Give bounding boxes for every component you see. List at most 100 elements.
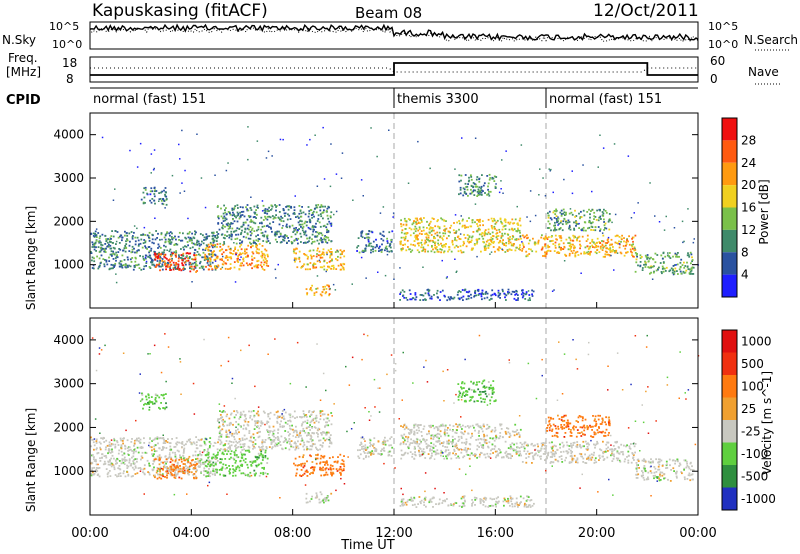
range-gate-cell — [457, 250, 460, 253]
range-gate-cell — [125, 459, 128, 462]
range-gate-cell — [267, 240, 270, 242]
range-gate-cell — [90, 251, 92, 253]
range-gate-cell — [433, 237, 435, 240]
range-gate-cell — [601, 243, 604, 246]
range-gate-cell — [255, 465, 258, 468]
range-gate-cell — [192, 236, 195, 239]
range-gate-cell — [429, 239, 432, 242]
range-gate-cell — [329, 256, 331, 259]
range-gate-cell — [292, 428, 294, 431]
range-gate-cell — [238, 253, 241, 256]
range-gate-cell — [186, 232, 189, 235]
range-gate-cell — [164, 455, 167, 458]
range-gate-cell — [230, 257, 233, 260]
range-gate-cell — [241, 464, 244, 466]
range-gate-cell — [103, 460, 106, 463]
range-gate-cell — [256, 229, 258, 232]
range-gate-cell — [613, 143, 616, 145]
range-gate-cell — [233, 454, 236, 457]
range-gate-cell — [241, 465, 243, 467]
range-gate-cell — [231, 432, 234, 435]
range-gate-cell — [493, 219, 496, 222]
range-gate-cell — [153, 187, 156, 189]
range-gate-cell — [168, 470, 170, 472]
range-gate-cell — [192, 242, 195, 245]
range-gate-cell — [662, 261, 665, 263]
range-gate-cell — [187, 236, 190, 239]
range-gate-cell — [311, 284, 313, 287]
range-gate-cell — [319, 411, 322, 414]
range-gate-cell — [136, 236, 139, 239]
range-gate-cell — [505, 150, 507, 152]
range-gate-cell — [217, 222, 220, 224]
range-gate-cell — [209, 260, 212, 262]
range-gate-cell — [400, 442, 402, 445]
range-gate-cell — [177, 235, 180, 238]
range-gate-cell — [121, 459, 124, 462]
range-gate-cell — [261, 222, 263, 225]
range-gate-cell — [485, 290, 488, 293]
range-gate-cell — [605, 253, 607, 256]
range-gate-cell — [296, 431, 298, 434]
range-gate-cell — [148, 254, 151, 257]
range-gate-cell — [446, 276, 448, 278]
range-gate-cell — [111, 454, 114, 457]
range-gate-cell — [230, 422, 232, 425]
range-gate-cell — [375, 238, 377, 241]
range-gate-cell — [167, 238, 170, 241]
range-gate-cell — [386, 237, 388, 240]
range-gate-cell — [514, 293, 517, 296]
range-gate-cell — [149, 190, 152, 193]
range-gate-cell — [158, 456, 161, 459]
range-gate-cell — [167, 264, 169, 266]
range-gate-cell — [112, 258, 115, 260]
range-gate-cell — [194, 267, 197, 269]
range-gate-cell — [177, 260, 180, 263]
range-gate-cell — [325, 467, 328, 469]
range-gate-cell — [227, 162, 229, 164]
range-gate-cell — [690, 253, 693, 256]
range-gate-cell — [551, 239, 554, 242]
range-gate-cell — [95, 236, 98, 238]
range-gate-cell — [386, 439, 389, 442]
range-gate-cell — [604, 242, 607, 244]
range-gate-cell — [414, 217, 417, 220]
range-gate-cell — [252, 441, 255, 444]
range-gate-cell — [254, 222, 257, 225]
range-gate-cell — [601, 249, 604, 251]
range-gate-cell — [254, 443, 257, 445]
range-gate-cell — [162, 253, 164, 255]
range-gate-cell — [490, 294, 493, 297]
range-gate-cell — [311, 225, 314, 227]
range-gate-cell — [260, 261, 263, 264]
range-gate-cell — [570, 243, 572, 246]
range-gate-cell — [233, 453, 236, 456]
range-gate-cell — [161, 238, 163, 241]
range-gate-cell — [171, 259, 173, 262]
range-gate-cell — [114, 474, 117, 476]
range-gate-cell — [446, 457, 448, 460]
range-gate-cell — [307, 426, 310, 428]
range-gate-cell — [163, 249, 166, 251]
range-gate-cell — [663, 267, 666, 270]
range-gate-cell — [216, 243, 219, 246]
range-gate-cell — [235, 455, 238, 458]
range-gate-cell — [255, 264, 258, 267]
range-gate-cell — [607, 253, 609, 256]
range-gate-cell — [235, 229, 238, 232]
range-gate-cell — [456, 293, 459, 296]
range-gate-cell — [218, 228, 221, 231]
range-gate-cell — [175, 466, 178, 469]
range-gate-cell — [153, 450, 156, 453]
range-gate-cell — [97, 232, 100, 234]
range-gate-cell — [434, 246, 436, 249]
range-gate-cell — [569, 208, 572, 210]
range-gate-cell — [331, 474, 333, 477]
range-gate-cell — [231, 233, 233, 236]
range-gate-cell — [364, 249, 367, 252]
range-gate-cell — [544, 253, 547, 256]
range-gate-cell — [341, 463, 344, 465]
range-gate-cell — [168, 232, 171, 235]
range-gate-cell — [400, 248, 403, 250]
range-gate-cell — [116, 441, 119, 444]
